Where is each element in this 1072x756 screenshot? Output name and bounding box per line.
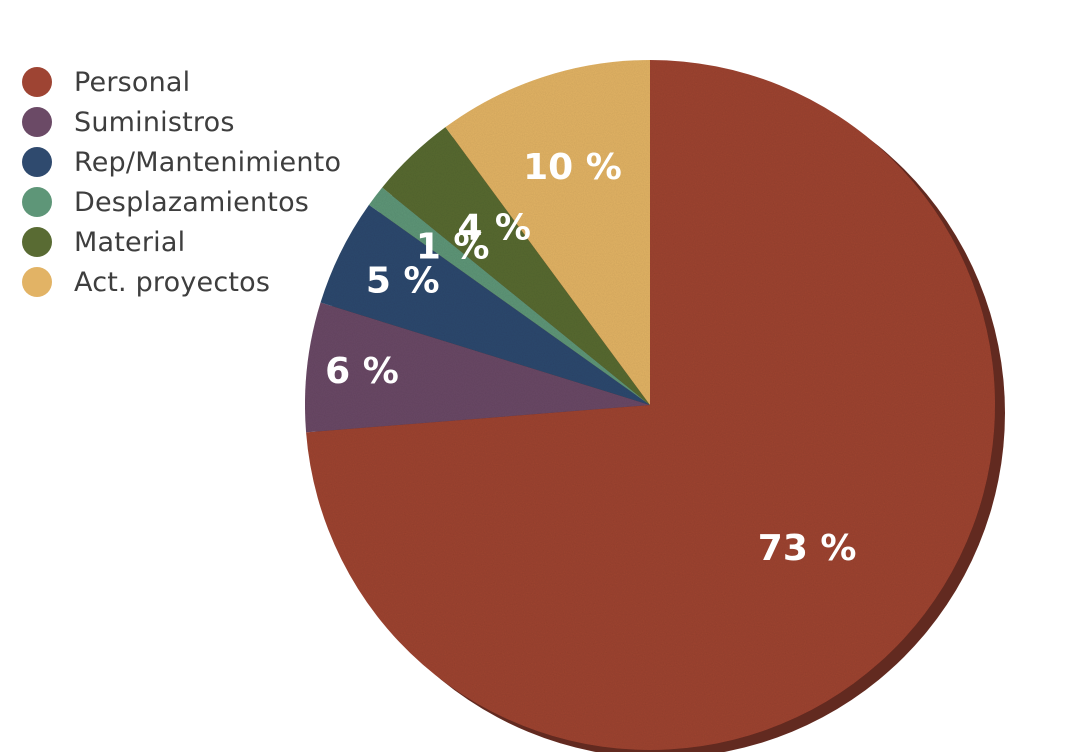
- legend: Personal Suministros Rep/Mantenimiento Desp…: [22, 62, 341, 302]
- slice-label-material: 4 %: [457, 208, 531, 249]
- slice-label-suministros: 6 %: [325, 351, 399, 392]
- legend-label: Material: [74, 226, 186, 258]
- legend-swatch: [22, 67, 52, 97]
- pie-slice-desplazamientos: [368, 187, 650, 405]
- legend-swatch: [22, 227, 52, 257]
- legend-swatch: [22, 147, 52, 177]
- legend-item-act-proyectos: Act. proyectos: [22, 262, 341, 302]
- slice-label-personal: 73 %: [758, 528, 857, 569]
- legend-swatch: [22, 187, 52, 217]
- slice-label-act-proyectos: 10 %: [523, 147, 622, 188]
- legend-label: Act. proyectos: [74, 266, 271, 298]
- legend-label: Personal: [74, 66, 191, 98]
- legend-item-desplazamientos: Desplazamientos: [22, 182, 341, 222]
- slice-label-rep-mantenimiento: 5 %: [366, 260, 440, 301]
- pie-slice-personal: [306, 60, 996, 750]
- legend-label: Rep/Mantenimiento: [74, 146, 342, 178]
- legend-label: Suministros: [74, 106, 235, 138]
- legend-item-personal: Personal: [22, 62, 341, 102]
- pie-labels: 73 % 6 % 5 %1 %4 % 10 %: [325, 147, 856, 569]
- legend-item-rep-mantenimiento: Rep/Mantenimiento: [22, 142, 341, 182]
- legend-label: Desplazamientos: [74, 186, 310, 218]
- pie-slices: [304, 60, 996, 750]
- legend-item-suministros: Suministros: [22, 102, 341, 142]
- legend-item-material: Material: [22, 222, 341, 262]
- legend-swatch: [22, 107, 52, 137]
- legend-swatch: [22, 267, 52, 297]
- pie-slice-suministros: [304, 302, 650, 433]
- pie-slice-material: [382, 127, 650, 405]
- pie-slice-rep-mantenimiento: [320, 204, 650, 405]
- pie-slice-act-proyectos: [445, 60, 650, 405]
- slice-label-desplazamientos: 1 %: [416, 226, 490, 267]
